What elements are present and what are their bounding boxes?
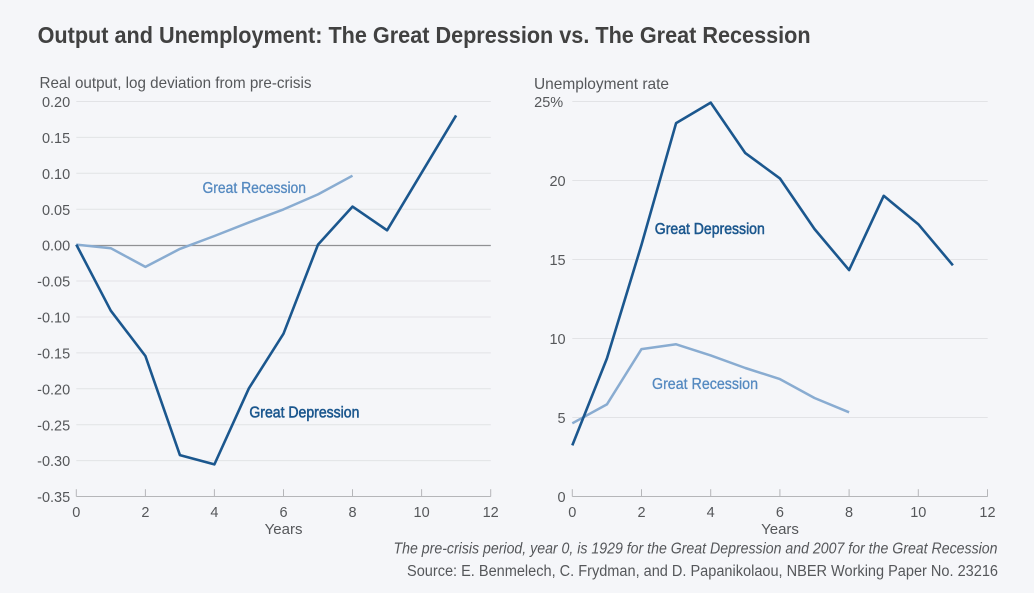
svg-text:2: 2	[637, 505, 645, 521]
svg-text:-0.10: -0.10	[37, 311, 70, 327]
svg-text:-0.35: -0.35	[37, 490, 70, 506]
svg-text:12: 12	[483, 505, 499, 521]
svg-text:10: 10	[910, 505, 926, 521]
svg-text:Years: Years	[265, 521, 303, 538]
svg-text:0.05: 0.05	[42, 203, 70, 219]
svg-text:0: 0	[72, 505, 80, 521]
svg-text:0: 0	[558, 490, 566, 506]
svg-text:4: 4	[210, 505, 218, 521]
svg-text:25%: 25%	[534, 95, 563, 111]
svg-text:0.10: 0.10	[42, 167, 70, 183]
svg-text:-0.15: -0.15	[37, 346, 70, 362]
svg-text:Output and Unemployment: The G: Output and Unemployment: The Great Depre…	[38, 22, 811, 48]
svg-text:8: 8	[349, 505, 357, 521]
svg-text:6: 6	[279, 505, 287, 521]
svg-text:Great Depression: Great Depression	[249, 405, 359, 422]
svg-text:15: 15	[549, 253, 565, 269]
svg-text:Real output, log deviation fro: Real output, log deviation from pre-cris…	[40, 75, 312, 92]
svg-text:4: 4	[707, 505, 715, 521]
svg-text:Great Depression: Great Depression	[655, 221, 765, 238]
svg-text:0.00: 0.00	[42, 239, 70, 255]
svg-text:8: 8	[845, 505, 853, 521]
svg-text:0: 0	[568, 505, 576, 521]
svg-text:Source: E. Benmelech, C. Frydm: Source: E. Benmelech, C. Frydman, and D.…	[407, 563, 998, 580]
svg-text:0.20: 0.20	[42, 95, 70, 111]
svg-text:Years: Years	[761, 521, 799, 538]
svg-text:20: 20	[549, 174, 565, 190]
svg-text:0.15: 0.15	[42, 131, 70, 147]
svg-text:12: 12	[979, 505, 995, 521]
svg-text:6: 6	[776, 505, 784, 521]
svg-text:Unemployment rate: Unemployment rate	[534, 76, 669, 93]
svg-text:Great Recession: Great Recession	[652, 376, 758, 393]
svg-text:10: 10	[549, 332, 565, 348]
svg-text:2: 2	[141, 505, 149, 521]
svg-text:-0.30: -0.30	[37, 454, 70, 470]
svg-text:-0.20: -0.20	[37, 382, 70, 398]
svg-text:10: 10	[414, 505, 430, 521]
svg-text:Great Recession: Great Recession	[203, 180, 307, 197]
svg-text:-0.25: -0.25	[37, 418, 70, 434]
svg-text:5: 5	[558, 411, 566, 427]
svg-text:The pre-crisis period, year 0,: The pre-crisis period, year 0, is 1929 f…	[394, 541, 998, 558]
svg-text:-0.05: -0.05	[37, 275, 70, 291]
